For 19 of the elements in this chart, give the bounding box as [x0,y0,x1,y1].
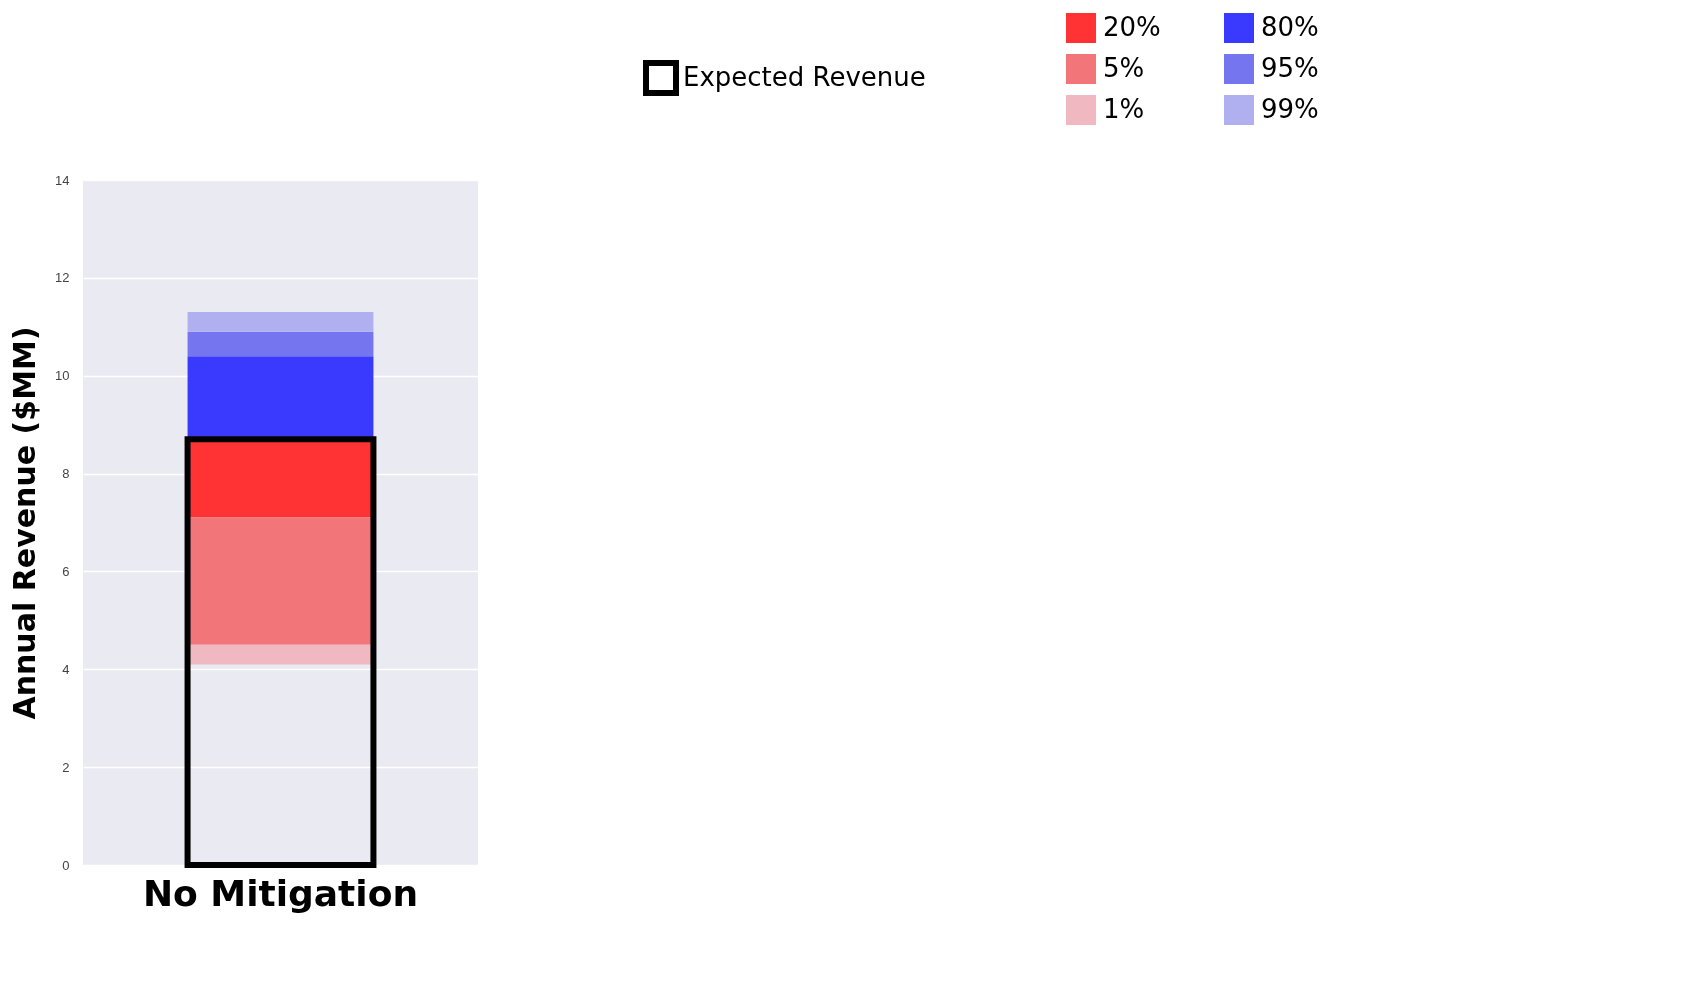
x-tick-label: No Mitigation [142,872,419,914]
bar [187,331,374,357]
legend-label: 99% [1261,94,1319,124]
bar [187,312,374,332]
legend-label: 1% [1103,94,1145,124]
legend-label: 20% [1103,12,1161,42]
y-axis-title: Annual Revenue ($MM) [7,326,43,720]
legend-label: 5% [1103,53,1145,83]
y-tick-label: 2 [62,759,70,775]
y-tick-label: 0 [62,857,70,873]
legend-label: Expected Revenue [683,62,926,92]
y-tick-label: 4 [62,661,70,677]
y-tick-label: 14 [55,172,70,188]
legend-label: 80% [1261,12,1319,42]
legend-label: 95% [1261,53,1319,83]
y-tick-label: 6 [62,563,70,579]
y-tick-label: 12 [55,270,70,286]
y-tick-label: 10 [55,368,70,384]
y-tick-label: 8 [62,466,70,482]
